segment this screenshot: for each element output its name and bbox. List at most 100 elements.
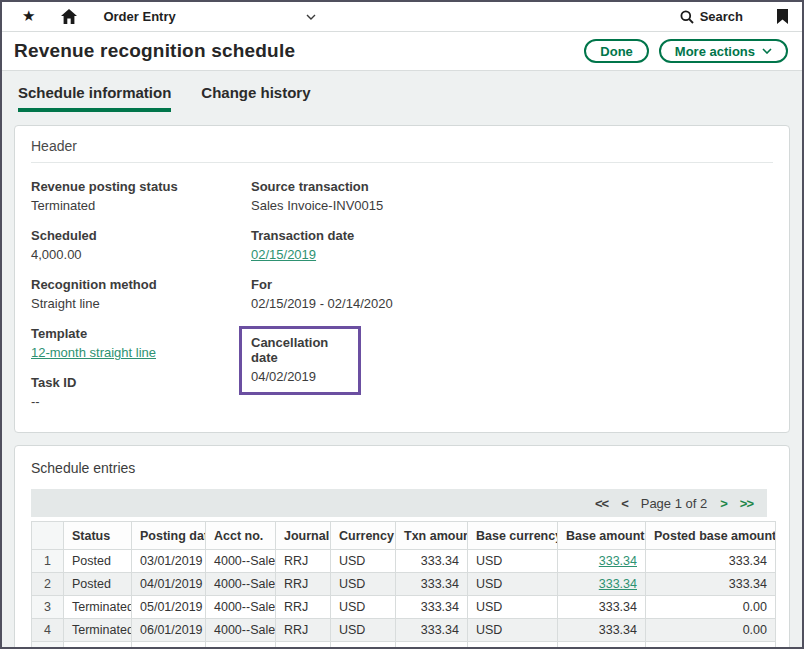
table-row: 2Posted04/01/20194000--SalesRRJUSD333.34… [32, 573, 776, 596]
cell-txn-amount: 333.34 [396, 596, 468, 619]
favorites-star-icon[interactable]: ★ [22, 7, 35, 25]
cell-base-currency: USD [468, 642, 558, 648]
col-header-status: Status [64, 522, 132, 550]
table-row: 4Terminated06/01/20194000--SalesRRJUSD33… [32, 619, 776, 642]
header-fields: Revenue posting status Terminated Schedu… [31, 179, 773, 424]
more-actions-button[interactable]: More actions [659, 39, 788, 63]
home-icon[interactable] [61, 9, 77, 24]
field-label: Transaction date [251, 228, 773, 243]
cell-status: Posted [64, 573, 132, 596]
cell-base-currency: USD [468, 573, 558, 596]
table-toolbar: << < Page 1 of 2 > >> [31, 489, 767, 517]
cell-txn-amount: 333.33 [396, 642, 468, 648]
col-header-posted-base-amount: Posted base amount [646, 522, 776, 550]
field-label: Template [31, 326, 251, 341]
cell-posted-base-amount: 333.34 [646, 573, 776, 596]
schedule-entries-table: StatusPosting dateAcct no.JournalCurrenc… [31, 521, 776, 647]
cell-base-amount: 333.34 [558, 573, 646, 596]
cell-base-amount: 333.34 [558, 550, 646, 573]
page-titlebar: Revenue recognition schedule Done More a… [2, 32, 802, 71]
more-actions-label: More actions [675, 44, 755, 59]
pagination-first[interactable]: << [595, 496, 608, 511]
cell-status: Terminated [64, 642, 132, 648]
cell-txn-amount: 333.34 [396, 573, 468, 596]
cell-currency: USD [331, 642, 396, 648]
field-value: 04/02/2019 [251, 369, 350, 384]
col-header-currency: Currency [331, 522, 396, 550]
field-value: 4,000.00 [31, 247, 251, 262]
row-number: 1 [32, 550, 64, 573]
field-for-period: For 02/15/2019 - 02/14/2020 [251, 277, 773, 311]
page-title: Revenue recognition schedule [14, 40, 295, 62]
cell-currency: USD [331, 573, 396, 596]
app-menu-dropdown[interactable]: Order Entry [103, 9, 315, 24]
col-header-acct-no: Acct no. [206, 522, 276, 550]
chevron-down-icon [306, 14, 316, 20]
bookmark-icon[interactable] [777, 9, 788, 24]
cell-base-amount: 333.34 [558, 596, 646, 619]
cell-acct-no: 4000--Sales [206, 596, 276, 619]
field-value: Terminated [31, 198, 251, 213]
field-task-id: Task ID -- [31, 375, 251, 409]
row-number: 4 [32, 619, 64, 642]
field-recognition-method: Recognition method Straight line [31, 277, 251, 311]
cell-status: Posted [64, 550, 132, 573]
cell-posted-base-amount: 0.00 [646, 642, 776, 648]
col-header-txn-amount: Txn amount [396, 522, 468, 550]
cell-base-amount: 333.33 [558, 642, 646, 648]
schedule-entries-card: Schedule entries << < Page 1 of 2 > >> S… [14, 445, 790, 647]
template-link[interactable]: 12-month straight line [31, 345, 251, 360]
table-row: 1Posted03/01/20194000--SalesRRJUSD333.34… [32, 550, 776, 573]
col-header-journal: Journal [276, 522, 331, 550]
cell-base-currency: USD [468, 550, 558, 573]
cell-posted-base-amount: 0.00 [646, 596, 776, 619]
base-amount-link[interactable]: 333.34 [599, 577, 637, 591]
row-number: 2 [32, 573, 64, 596]
field-transaction-date: Transaction date 02/15/2019 [251, 228, 773, 262]
pagination-last[interactable]: >> [740, 496, 753, 511]
cell-status: Terminated [64, 619, 132, 642]
pagination-label: Page 1 of 2 [641, 496, 708, 511]
base-amount-link[interactable]: 333.34 [599, 554, 637, 568]
field-label: Scheduled [31, 228, 251, 243]
table-header-row: StatusPosting dateAcct no.JournalCurrenc… [32, 522, 776, 550]
pagination-next[interactable]: > [720, 496, 727, 511]
table-row: 3Terminated05/01/20194000--SalesRRJUSD33… [32, 596, 776, 619]
cell-acct-no: 4000--Sales [206, 619, 276, 642]
header-fields-left: Revenue posting status Terminated Schedu… [31, 179, 251, 424]
field-label: Task ID [31, 375, 251, 390]
cell-currency: USD [331, 550, 396, 573]
done-button[interactable]: Done [584, 39, 649, 63]
row-number: 3 [32, 596, 64, 619]
cell-acct-no: 4000--Sales [206, 642, 276, 648]
header-fields-right: Source transaction Sales Invoice-INV0015… [251, 179, 773, 395]
transaction-date-link[interactable]: 02/15/2019 [251, 247, 773, 262]
cell-status: Terminated [64, 596, 132, 619]
cell-journal: RRJ [276, 619, 331, 642]
cell-posted-base-amount: 333.34 [646, 550, 776, 573]
app-window: ★ Order Entry Search Revenue recognition… [0, 0, 804, 649]
field-revenue-posting-status: Revenue posting status Terminated [31, 179, 251, 213]
cell-posted-base-amount: 0.00 [646, 619, 776, 642]
field-value: -- [31, 394, 251, 409]
tab-change-history[interactable]: Change history [201, 84, 310, 112]
search-icon [680, 10, 694, 24]
search-button[interactable]: Search [680, 9, 743, 24]
cell-currency: USD [331, 619, 396, 642]
field-value: Sales Invoice-INV0015 [251, 198, 773, 213]
pagination-prev[interactable]: < [621, 496, 628, 511]
header-card: Header Revenue posting status Terminated… [14, 125, 790, 433]
cancellation-date-highlight-box: Cancellation date 04/02/2019 [239, 326, 361, 395]
search-label: Search [700, 9, 743, 24]
cell-journal: RRJ [276, 550, 331, 573]
cell-journal: RRJ [276, 642, 331, 648]
field-value: 02/15/2019 - 02/14/2020 [251, 296, 773, 311]
field-label: For [251, 277, 773, 292]
cell-posting-date: 03/01/2019 [132, 550, 206, 573]
cell-journal: RRJ [276, 573, 331, 596]
field-cancellation-date: Cancellation date 04/02/2019 [251, 335, 350, 384]
tab-schedule-information[interactable]: Schedule information [18, 84, 171, 112]
schedule-entries-title: Schedule entries [31, 460, 767, 476]
field-label: Source transaction [251, 179, 773, 194]
done-button-label: Done [600, 44, 633, 59]
